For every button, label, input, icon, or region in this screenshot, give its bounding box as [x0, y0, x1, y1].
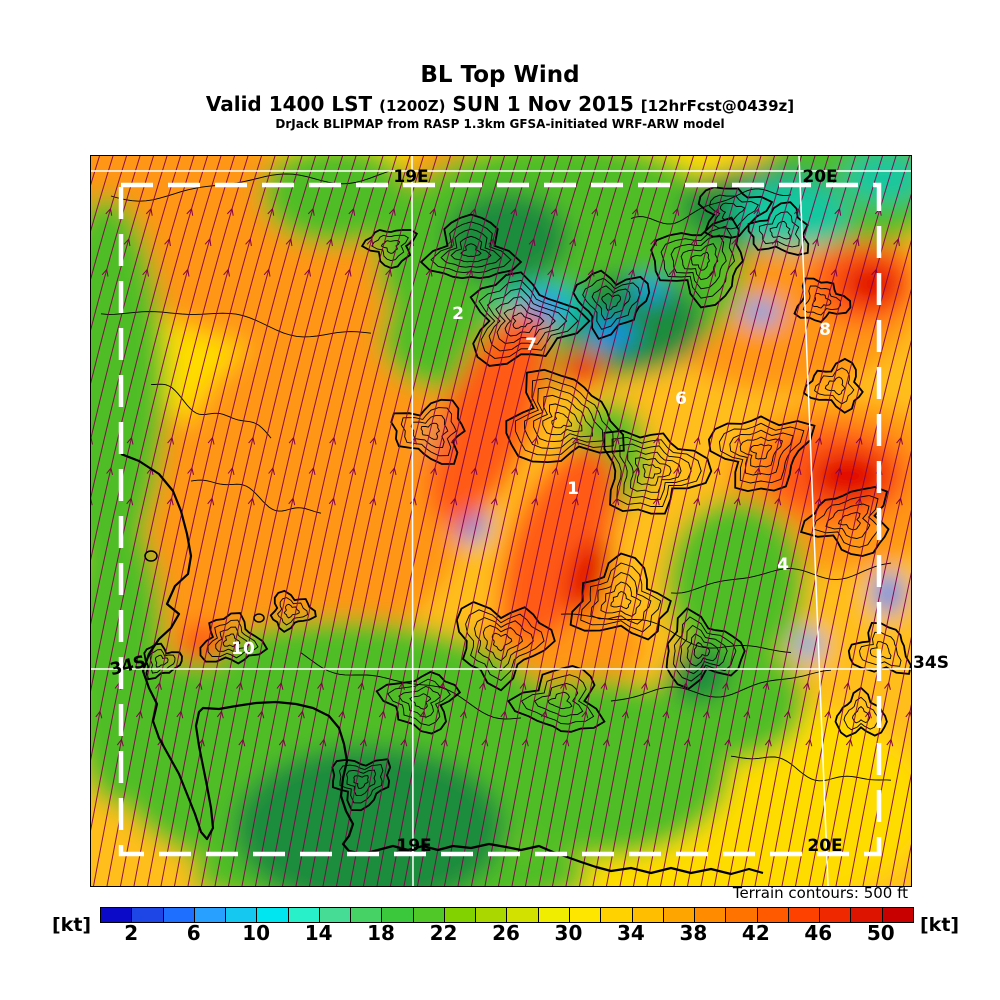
unit-label-left: [kt] [52, 914, 92, 936]
colorbar-segment [319, 908, 352, 922]
colorbar-tick: 22 [429, 921, 458, 945]
colorbar-tick: 26 [492, 921, 520, 945]
wind-speed-colorbar [100, 907, 914, 923]
colorbar-segment [851, 908, 883, 922]
colorbar-segment [444, 908, 477, 922]
colorbar-tick: 14 [304, 921, 333, 945]
colorbar-segment [569, 908, 602, 922]
wind-value-label: 1 [567, 479, 579, 499]
colorbar-segment [820, 908, 852, 922]
colorbar-tick: 2 [124, 921, 139, 945]
colorbar-tick: 30 [554, 921, 583, 945]
colorbar-tick: 46 [804, 921, 833, 945]
wind-streamlines [91, 156, 911, 886]
wind-value-label: 10 [231, 639, 255, 659]
page-title: BL Top Wind [420, 62, 580, 88]
grid-label: 19E [393, 167, 429, 187]
colorbar-tick: 6 [186, 921, 201, 945]
colorbar-segment [757, 908, 789, 922]
valid-time-line: Valid 1400 LST (1200Z) SUN 1 Nov 2015 [1… [0, 92, 1000, 116]
valid-date: SUN 1 Nov 2015 [452, 92, 634, 116]
valid-zulu: (1200Z) [379, 97, 446, 115]
lat-lon-grid [91, 156, 911, 886]
wind-field-art [91, 156, 911, 886]
grid-label: 20E [807, 836, 843, 856]
colorbar-segment [132, 908, 164, 922]
wind-value-label: 4 [777, 555, 789, 575]
colorbar-segment [538, 908, 570, 922]
wind-value-label: 8 [819, 320, 831, 340]
colorbar-tick-labels: 2 6 10 14 18 22 26 30 34 38 42 46 50 [100, 921, 912, 947]
colorbar-segment [632, 908, 664, 922]
grid-label: 20E [802, 167, 838, 187]
colorbar-segment [257, 908, 289, 922]
colorbar-tick: 38 [679, 921, 708, 945]
colorbar-segment [226, 908, 258, 922]
wind-value-label: 7 [525, 335, 537, 355]
colorbar-segment [163, 908, 195, 922]
wind-map [90, 155, 912, 887]
colorbar-segment [726, 908, 758, 922]
coastline [120, 452, 764, 876]
colorbar-segment [476, 908, 508, 922]
colorbar-segment [882, 908, 913, 922]
colorbar-segment [695, 908, 727, 922]
colorbar-segment [101, 908, 133, 922]
colorbar-segment [382, 908, 414, 922]
grid-label: 19E [396, 836, 432, 856]
colorbar-segment [507, 908, 539, 922]
colorbar-segment [288, 908, 320, 922]
colorbar-tick: 18 [367, 921, 395, 945]
model-attribution: DrJack BLIPMAP from RASP 1.3km GFSA-init… [275, 117, 725, 131]
colorbar-tick: 42 [741, 921, 770, 945]
colorbar-tick: 50 [866, 921, 895, 945]
colorbar-tick: 34 [617, 921, 645, 945]
wind-value-label: 6 [675, 389, 687, 409]
unit-label-right: [kt] [920, 914, 960, 936]
colorbar-segment [351, 908, 383, 922]
colorbar-segment [663, 908, 696, 922]
forecast-tag: [12hrFcst@0439z] [640, 97, 795, 115]
terrain-contour-note: Terrain contours: 500 ft [732, 884, 908, 902]
colorbar-segment [601, 908, 633, 922]
colorbar-segment [788, 908, 821, 922]
colorbar-tick: 10 [242, 921, 271, 945]
colorbar-segment [194, 908, 227, 922]
grid-label: 34S [913, 653, 949, 673]
valid-time: Valid 1400 LST [205, 92, 373, 116]
colorbar-segment [413, 908, 445, 922]
wind-value-label: 2 [452, 304, 464, 324]
